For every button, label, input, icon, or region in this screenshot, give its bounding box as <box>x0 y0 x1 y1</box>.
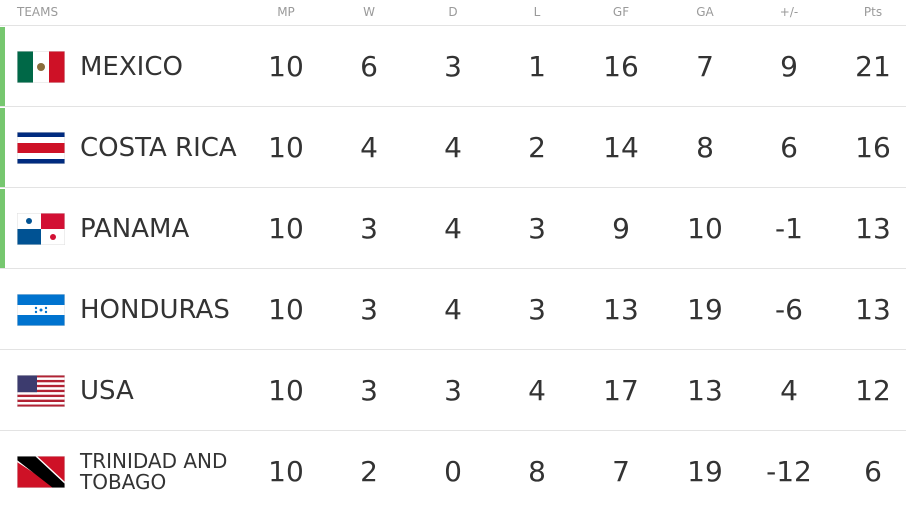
qualification-marker <box>0 189 5 268</box>
stat-cell: 4 <box>528 374 546 407</box>
stat-cell: 10 <box>268 455 304 488</box>
stat-cell: 16 <box>603 50 639 83</box>
team-row: COSTA RICA 10 4 4 2 14 8 6 16 <box>0 106 906 188</box>
stat-cell: 6 <box>780 131 798 164</box>
team-flag <box>17 51 65 83</box>
stat-cell: 4 <box>444 212 462 245</box>
column-header: GA <box>696 5 714 19</box>
stat-cell: -6 <box>775 293 803 326</box>
stat-cell: 7 <box>696 50 714 83</box>
team-flag <box>17 456 65 488</box>
stat-cell: 2 <box>528 131 546 164</box>
column-header: D <box>448 5 458 19</box>
stat-cell: 10 <box>687 212 723 245</box>
stat-cell: 14 <box>603 131 639 164</box>
stat-cell: 1 <box>528 50 546 83</box>
column-header: MP <box>277 5 295 19</box>
team-flag <box>17 375 65 407</box>
stat-cell: 8 <box>528 455 546 488</box>
team-name: USA <box>80 375 134 406</box>
team-name: HONDURAS <box>80 294 230 325</box>
stat-cell: -1 <box>775 212 803 245</box>
team-row: MEXICO 10 6 3 1 16 7 9 21 <box>0 25 906 107</box>
stat-cell: 4 <box>780 374 798 407</box>
stat-cell: 4 <box>444 131 462 164</box>
stat-cell: 3 <box>444 50 462 83</box>
column-header: W <box>363 5 375 19</box>
stat-cell: 10 <box>268 131 304 164</box>
stat-cell: 3 <box>360 374 378 407</box>
stat-cell: 19 <box>687 455 723 488</box>
stat-cell: 10 <box>268 50 304 83</box>
stat-cell: 8 <box>696 131 714 164</box>
team-flag <box>17 294 65 326</box>
stat-cell: 9 <box>780 50 798 83</box>
stat-cell: 3 <box>528 212 546 245</box>
stat-cell: 2 <box>360 455 378 488</box>
stat-cell: 13 <box>603 293 639 326</box>
team-row: TRINIDAD AND TOBAGO 10 2 0 8 7 19 -12 6 <box>0 430 906 510</box>
team-name: TRINIDAD AND TOBAGO <box>80 448 228 494</box>
stat-cell: 13 <box>687 374 723 407</box>
stat-cell: -12 <box>766 455 812 488</box>
column-header: TEAMS <box>17 5 59 19</box>
team-name: MEXICO <box>80 51 183 82</box>
team-row: PANAMA 10 3 4 3 9 10 -1 13 <box>0 187 906 269</box>
stat-cell: 13 <box>855 212 891 245</box>
stat-cell: 21 <box>855 50 891 83</box>
stat-cell: 13 <box>855 293 891 326</box>
stat-cell: 9 <box>612 212 630 245</box>
team-name: PANAMA <box>80 213 190 244</box>
stat-cell: 10 <box>268 293 304 326</box>
stat-cell: 4 <box>360 131 378 164</box>
stat-cell: 3 <box>360 293 378 326</box>
column-header: GF <box>612 5 630 19</box>
team-row: HONDURAS 10 3 4 3 13 19 -6 13 <box>0 268 906 350</box>
stat-cell: 6 <box>360 50 378 83</box>
stat-cell: 4 <box>444 293 462 326</box>
stat-cell: 10 <box>268 374 304 407</box>
stat-cell: 10 <box>268 212 304 245</box>
stat-cell: 3 <box>360 212 378 245</box>
qualification-marker <box>0 27 5 106</box>
stat-cell: 17 <box>603 374 639 407</box>
stat-cell: 6 <box>864 455 882 488</box>
stat-cell: 0 <box>444 455 462 488</box>
stat-cell: 19 <box>687 293 723 326</box>
stat-cell: 3 <box>444 374 462 407</box>
team-flag <box>17 213 65 245</box>
stat-cell: 3 <box>528 293 546 326</box>
stat-cell: 7 <box>612 455 630 488</box>
column-header: L <box>533 5 541 19</box>
stat-cell: 16 <box>855 131 891 164</box>
stat-cell: 12 <box>855 374 891 407</box>
qualification-marker <box>0 108 5 187</box>
column-header: Pts <box>863 5 883 19</box>
team-flag <box>17 132 65 164</box>
team-name: COSTA RICA <box>80 132 237 163</box>
column-header: +/- <box>779 5 799 19</box>
team-row: USA 10 3 3 4 17 13 4 12 <box>0 349 906 431</box>
